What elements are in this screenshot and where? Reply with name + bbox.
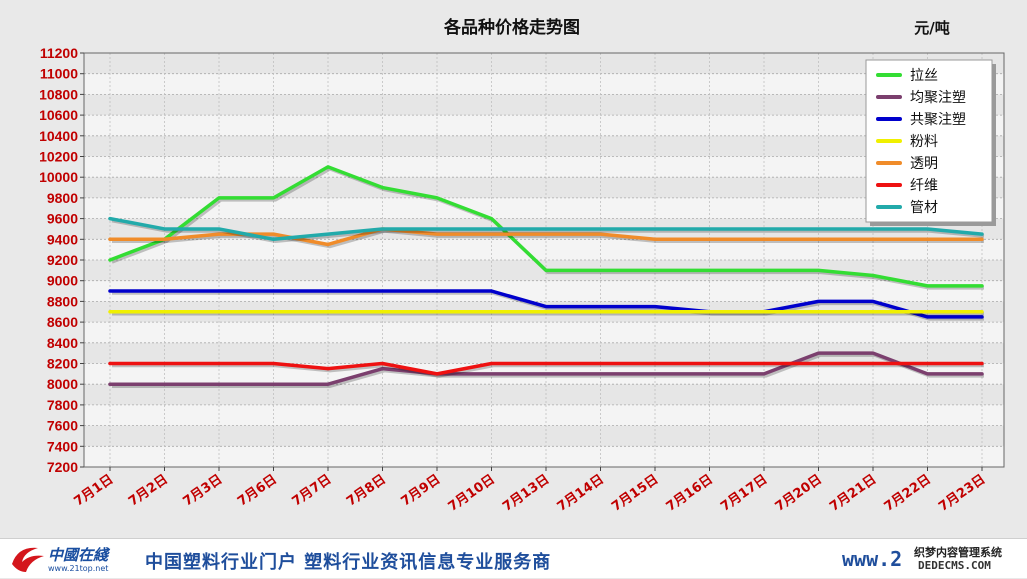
x-tick-label: 7月13日 [500,472,552,515]
grid-band [84,177,1004,198]
legend-label: 透明 [910,156,938,172]
legend-label: 拉丝 [910,68,938,84]
series-line [108,289,984,319]
legend-label: 纤维 [910,178,938,194]
legend-label: 均聚注塑 [910,90,966,106]
footer-site-url[interactable]: www.2 [842,547,903,571]
unit-label: 元/吨 [914,19,949,37]
y-tick-label: 10000 [39,169,78,185]
x-tick-label: 7月10日 [446,472,498,515]
x-tick-label: 7月21日 [827,472,879,515]
y-tick-label: 9200 [47,252,78,268]
x-axis: 7月1日 7月2日 7月3日 7月6日 7月7日 7月8日 7月9日 7月10日 7月13日 7月… [72,467,988,515]
series-lines [108,165,985,388]
watermark-line2: DEDECMS.COM [918,559,991,572]
y-tick-label: 8200 [47,356,78,372]
x-tick-label: 7月17日 [718,472,770,515]
y-tick-label: 7600 [47,418,78,434]
x-tick-label: 7月3日 [181,472,226,510]
y-tick-label: 9400 [47,231,78,247]
legend-label: 共聚注塑 [910,112,966,128]
series-shadow [112,353,984,388]
y-tick-label: 8800 [47,293,78,309]
x-tick-label: 7月2日 [126,472,171,510]
y-tick-label: 8400 [47,335,78,351]
y-tick-label: 9800 [47,190,78,206]
y-tick-label: 9600 [47,211,78,227]
x-tick-label: 7月7日 [290,472,335,510]
y-tick-label: 10400 [39,128,78,144]
series-shadow [112,363,984,378]
x-tick-label: 7月8日 [344,472,389,510]
y-tick-label: 11000 [40,66,78,82]
y-tick-label: 9000 [47,273,78,289]
y-tick-label: 7800 [47,397,78,413]
y-tick-label: 11200 [40,45,78,61]
grid-band [84,384,1004,405]
x-tick-label: 7月15日 [609,472,661,515]
y-tick-label: 7400 [47,438,78,454]
footer-banner: 中國在綫 www.21top.net 中国塑料行业门户 塑料行业资讯信息专业服务… [0,538,1027,578]
grid-band [84,94,1004,116]
price-trend-chart: 各品种价格走势图 元/吨 7200 7400 7600 7800 8000 8200 840… [39,17,1005,515]
x-tick-label: 7月9日 [399,472,444,510]
series-line [108,351,984,386]
grid-band [84,135,1004,157]
series-shadow [111,167,984,290]
y-tick-label: 10200 [39,149,78,165]
x-tick-label: 7月6日 [235,472,280,510]
series-line [108,361,984,376]
legend-label: 管材 [910,200,938,216]
grid-band [84,342,1004,364]
x-tick-label: 7月20日 [773,472,825,515]
x-tick-label: 7月22日 [882,472,934,515]
logo-text: 中國在綫 [48,546,109,564]
y-tick-label: 10800 [39,86,78,102]
y-axis: 7200 7400 7600 7800 8000 8200 8400 8600 8800 9000… [39,45,84,475]
chart-title: 各品种价格走势图 [443,17,580,38]
series-shadow [112,291,984,321]
legend-label: 粉料 [910,134,938,150]
y-tick-label: 8000 [47,376,78,392]
y-tick-label: 7200 [47,459,78,475]
series-line [108,165,984,288]
watermark: 织梦内容管理系统 DEDECMS.COM [910,543,1026,575]
site-logo[interactable]: 中國在綫 www.21top.net [8,542,120,575]
watermark-line1: 织梦内容管理系统 [914,546,1002,559]
x-tick-label: 7月14日 [555,472,607,515]
x-tick-label: 7月16日 [664,472,716,515]
logo-url: www.21top.net [48,564,109,573]
y-tick-label: 8600 [47,314,78,330]
x-tick-label: 7月1日 [72,472,117,510]
y-tick-label: 10600 [39,107,78,123]
x-tick-label: 7月23日 [936,472,988,515]
grid-band [84,425,1004,447]
logo-swirl-icon [12,547,44,572]
grid-band [84,53,1004,74]
footer-slogan: 中国塑料行业门户 塑料行业资讯信息专业服务商 [145,552,552,573]
series-line [108,216,984,242]
